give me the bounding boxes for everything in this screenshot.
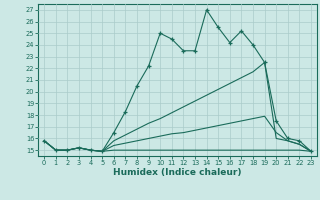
X-axis label: Humidex (Indice chaleur): Humidex (Indice chaleur) bbox=[113, 168, 242, 177]
